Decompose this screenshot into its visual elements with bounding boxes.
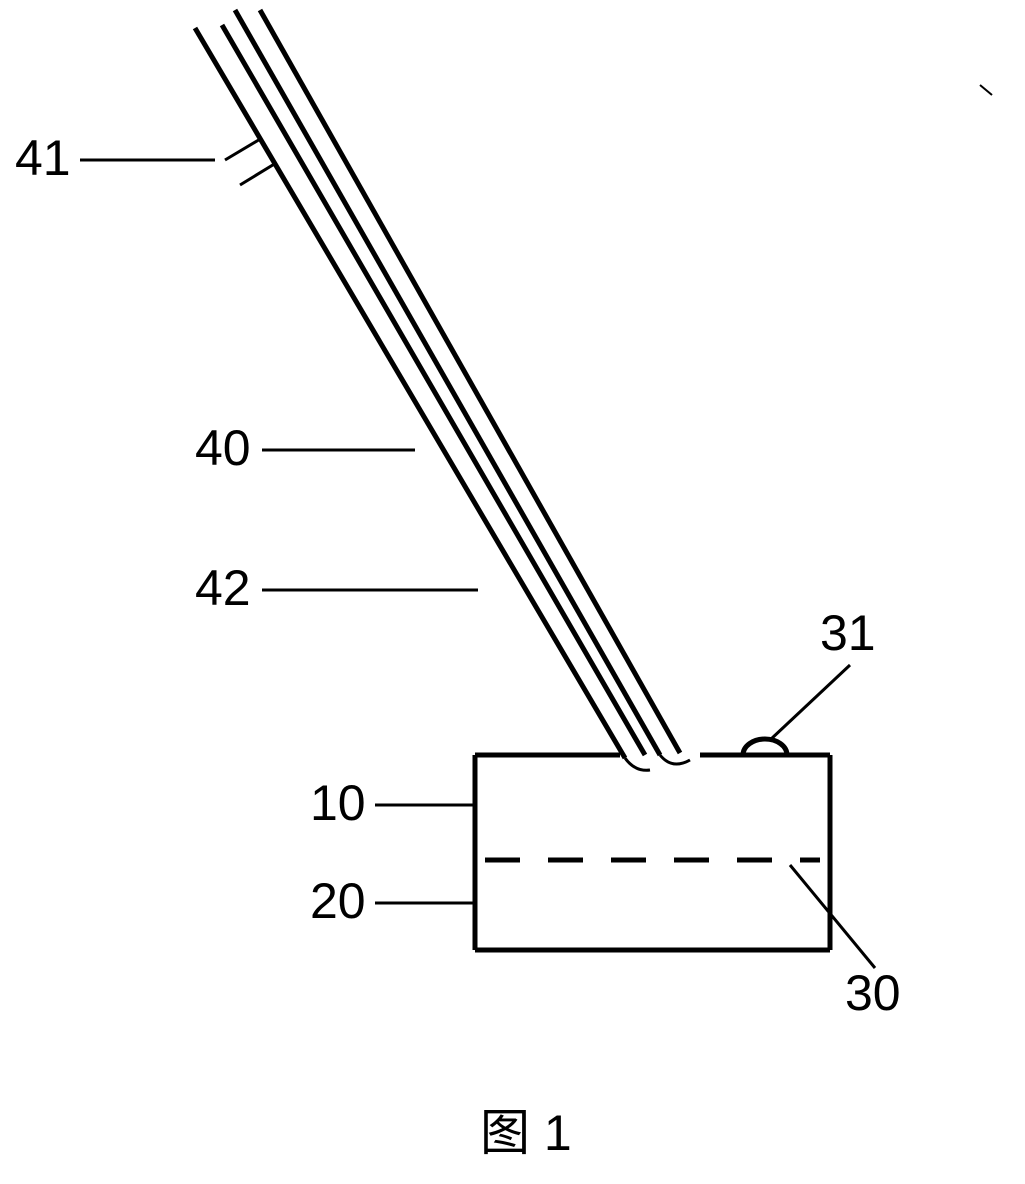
label-30: 30 — [845, 965, 901, 1021]
label-31: 31 — [820, 605, 876, 661]
rod — [195, 10, 690, 770]
label-10: 10 — [310, 775, 366, 831]
labels: 41 40 42 31 10 20 30 — [15, 130, 901, 1021]
label-41: 41 — [15, 130, 71, 186]
label-40: 40 — [195, 420, 251, 476]
label-42: 42 — [195, 560, 251, 616]
box — [475, 739, 830, 950]
figure-caption: 图 1 — [480, 1105, 572, 1161]
label-20: 20 — [310, 873, 366, 929]
